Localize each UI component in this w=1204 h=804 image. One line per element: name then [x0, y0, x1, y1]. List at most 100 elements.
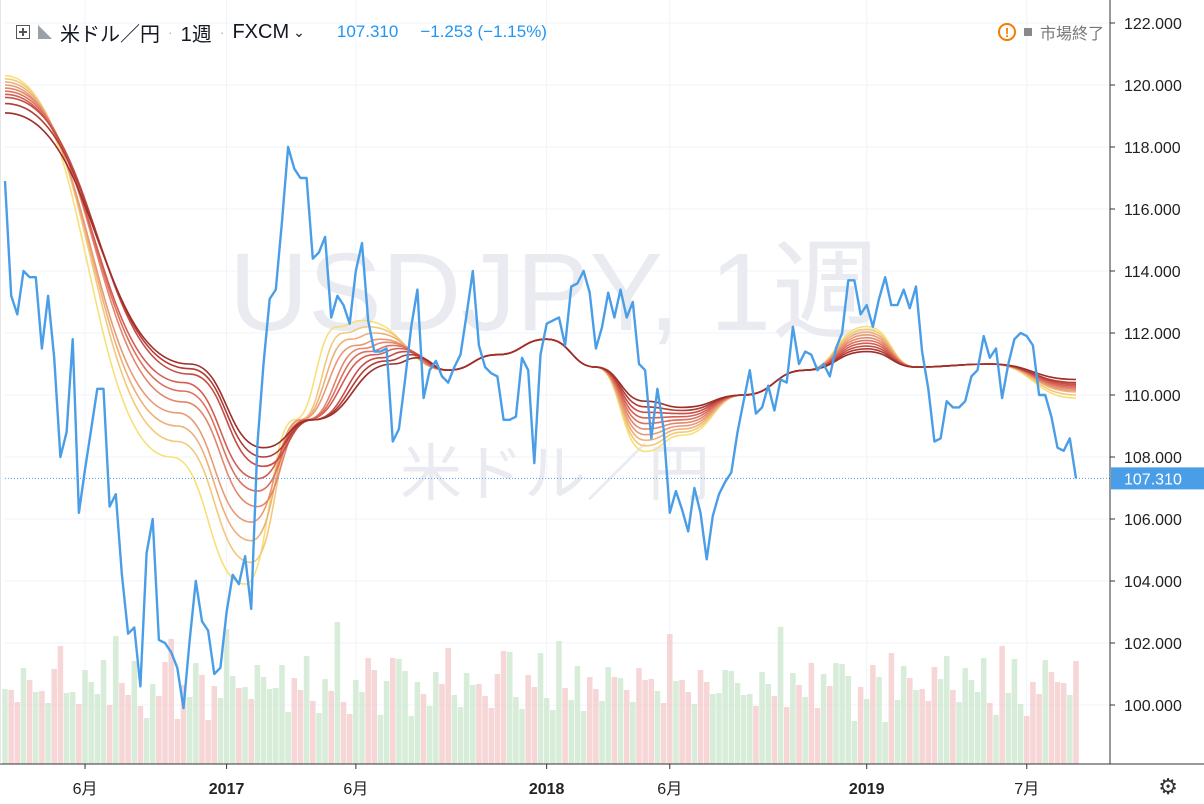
volume-bar — [666, 634, 673, 764]
y-tick-label: 120.000 — [1124, 78, 1182, 95]
volume-bar — [617, 678, 624, 764]
volume-bar — [309, 701, 316, 764]
volume-bar — [156, 696, 162, 764]
volume-bar — [605, 667, 611, 764]
volume-bar — [390, 658, 396, 764]
volume-bar — [771, 696, 778, 764]
y-tick-label: 116.000 — [1124, 202, 1181, 219]
y-tick-label: 118.000 — [1124, 140, 1181, 157]
volume-bar — [383, 681, 390, 764]
volume-bar — [353, 680, 359, 764]
volume-bar — [630, 702, 636, 764]
status-square-icon — [1023, 28, 1032, 36]
volume-bar — [519, 709, 525, 764]
separator-dot: · — [219, 24, 225, 40]
volume-bar — [20, 668, 27, 764]
x-tick-label: 2018 — [529, 781, 565, 798]
volume-bar — [162, 662, 168, 764]
volume-bar — [913, 690, 919, 764]
volume-bar — [993, 715, 999, 764]
volume-bar — [8, 690, 14, 764]
volume-bar — [673, 681, 679, 764]
volume-bar — [679, 680, 685, 764]
volume-bar — [205, 720, 211, 764]
volume-bar — [636, 668, 642, 764]
volume-bar — [303, 656, 310, 764]
volume-bar — [703, 682, 710, 764]
expand-icon[interactable] — [16, 25, 30, 39]
x-tick-label: 2019 — [849, 781, 885, 798]
volume-bar — [63, 693, 70, 764]
volume-bar — [149, 684, 156, 764]
volume-bar — [1017, 704, 1024, 764]
volume-bar — [39, 691, 45, 764]
volume-bar — [722, 670, 728, 764]
market-status: ! 市場終了 — [997, 18, 1104, 46]
volume-bar — [106, 705, 113, 764]
volume-bar — [51, 669, 58, 764]
price-line — [3, 145, 1078, 710]
volume-bar — [808, 663, 815, 764]
volume-bar — [691, 704, 698, 764]
volume-bar — [396, 659, 402, 764]
volume-bar — [26, 680, 33, 764]
gear-icon[interactable]: ⚙ — [1158, 774, 1178, 799]
volume-bar — [69, 692, 76, 764]
y-tick-label: 110.000 — [1124, 388, 1181, 405]
volume-bar — [747, 694, 753, 764]
volume-bar — [740, 695, 747, 764]
price-change: −1.253 (−1.15%) — [420, 22, 547, 41]
volume-bar — [833, 663, 839, 764]
volume-bar — [1011, 659, 1018, 764]
volume-bar — [242, 687, 248, 764]
x-tick-label: 6月 — [73, 781, 98, 798]
volume-bar — [476, 684, 482, 764]
volume-bar — [1067, 695, 1073, 764]
volume-bar — [1030, 682, 1036, 764]
symbol-name[interactable]: 米ドル／円 — [60, 23, 160, 46]
x-tick-label: 7月 — [1014, 781, 1039, 798]
volume-bar — [550, 710, 556, 764]
volume-bar — [943, 656, 950, 764]
volume-bar — [76, 704, 82, 764]
legend-header: 米ドル／円 · 1週 · FXCM ⌄ 107.310 −1.253 (−1.1… — [16, 18, 547, 46]
volume-bar — [316, 713, 322, 764]
volume-bar — [623, 690, 630, 764]
exchange-label[interactable]: FXCM — [232, 20, 290, 43]
volume-bar — [710, 694, 716, 764]
volume-bar — [1060, 683, 1067, 764]
volume-bar — [888, 653, 895, 764]
x-tick-label: 6月 — [343, 781, 368, 798]
last-price-box — [1111, 467, 1204, 490]
volume-bar — [648, 679, 655, 764]
volume-bar — [470, 685, 476, 764]
volume-bar — [193, 663, 199, 764]
volume-bar — [377, 715, 384, 764]
volume-bar — [334, 622, 341, 764]
volume-bar — [685, 692, 691, 764]
volume-bar — [919, 689, 925, 764]
volume-bar — [494, 674, 501, 764]
volume-bar — [236, 688, 242, 764]
y-tick-label: 122.000 — [1124, 16, 1182, 33]
volume-bar — [1054, 682, 1061, 764]
volume-bar — [168, 639, 174, 764]
volume-bar — [500, 651, 507, 764]
watermark-title: USDJPY, 1週 — [229, 231, 881, 354]
volume-bar — [402, 671, 408, 764]
volume-bar — [457, 707, 464, 764]
volume-bar — [88, 682, 94, 764]
warning-icon[interactable]: ! — [997, 23, 1016, 41]
volume-bar — [802, 697, 808, 764]
volume-bar — [482, 696, 488, 764]
symbol-flag-icon[interactable] — [38, 25, 52, 39]
volume-bar — [1042, 660, 1048, 764]
interval-label[interactable]: 1週 — [180, 23, 212, 46]
volume-bar — [1048, 672, 1055, 764]
volume-bar — [562, 688, 568, 764]
volume-bar — [556, 641, 562, 764]
volume-bar — [433, 672, 439, 764]
volume-bar — [654, 691, 661, 764]
volume-bar — [759, 672, 765, 764]
chevron-down-icon[interactable]: ⌄ — [293, 23, 305, 40]
